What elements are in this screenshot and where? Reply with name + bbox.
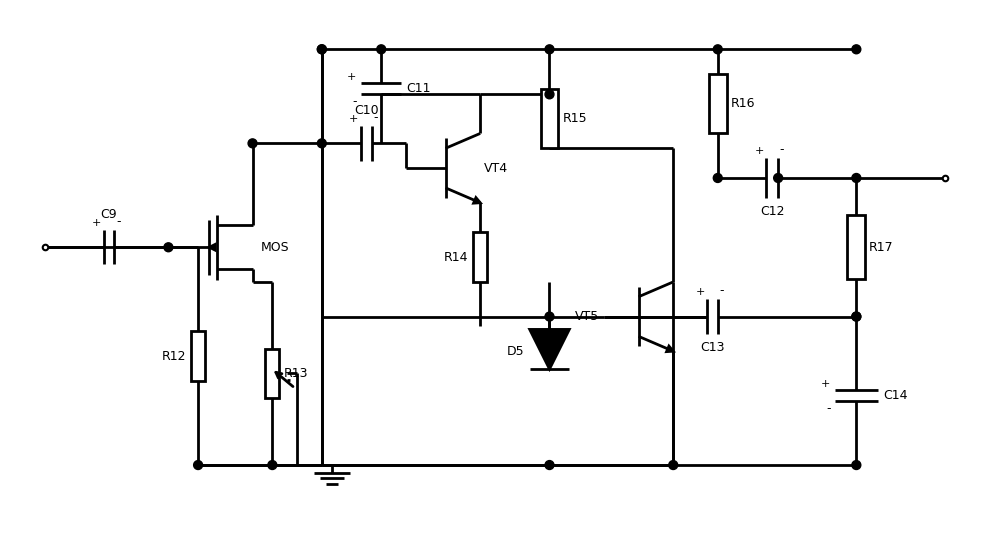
Circle shape — [545, 461, 554, 469]
Text: C11: C11 — [406, 83, 430, 95]
Polygon shape — [667, 346, 673, 352]
Circle shape — [317, 45, 326, 54]
Text: C9: C9 — [101, 207, 117, 220]
Polygon shape — [474, 197, 480, 203]
Circle shape — [852, 45, 861, 54]
Text: R14: R14 — [444, 251, 468, 264]
Circle shape — [669, 461, 678, 469]
Bar — [847, 215, 865, 280]
Circle shape — [545, 45, 554, 54]
Text: -: - — [116, 215, 120, 228]
Text: R13: R13 — [284, 367, 309, 380]
Text: R12: R12 — [162, 350, 186, 363]
Circle shape — [164, 243, 173, 252]
Text: -: - — [780, 143, 784, 156]
Circle shape — [545, 90, 554, 99]
Text: +: + — [821, 379, 831, 389]
Text: MOS: MOS — [260, 241, 289, 254]
Text: +: + — [92, 218, 101, 228]
Circle shape — [852, 461, 861, 469]
Polygon shape — [530, 329, 569, 369]
Polygon shape — [209, 245, 215, 250]
Text: C13: C13 — [701, 341, 725, 354]
Text: D5: D5 — [507, 345, 525, 358]
Text: R17: R17 — [869, 241, 894, 254]
Bar — [473, 232, 487, 282]
Circle shape — [852, 173, 861, 183]
Text: +: + — [347, 72, 356, 83]
Bar — [541, 89, 558, 148]
Text: -: - — [720, 284, 724, 297]
Circle shape — [852, 312, 861, 321]
Text: C14: C14 — [883, 389, 908, 402]
Circle shape — [377, 45, 386, 54]
Text: -: - — [373, 110, 378, 124]
Text: -: - — [826, 402, 831, 415]
Text: R15: R15 — [562, 112, 587, 125]
Text: -: - — [352, 95, 356, 108]
Circle shape — [852, 312, 861, 321]
Circle shape — [713, 45, 722, 54]
Text: +: + — [754, 146, 764, 156]
Text: +: + — [696, 287, 705, 297]
Circle shape — [248, 139, 257, 148]
Circle shape — [713, 173, 722, 183]
Circle shape — [194, 461, 203, 469]
Bar — [709, 74, 727, 133]
Text: +: + — [349, 114, 358, 124]
Circle shape — [268, 461, 277, 469]
Text: C12: C12 — [760, 205, 784, 218]
Text: VT5: VT5 — [575, 310, 599, 323]
Text: VT4: VT4 — [484, 161, 508, 174]
Bar — [191, 331, 205, 381]
Circle shape — [774, 173, 783, 183]
Circle shape — [545, 312, 554, 321]
Text: C10: C10 — [354, 103, 379, 117]
Text: R16: R16 — [731, 97, 755, 110]
Circle shape — [317, 139, 326, 148]
Circle shape — [317, 45, 326, 54]
Bar — [265, 349, 279, 398]
